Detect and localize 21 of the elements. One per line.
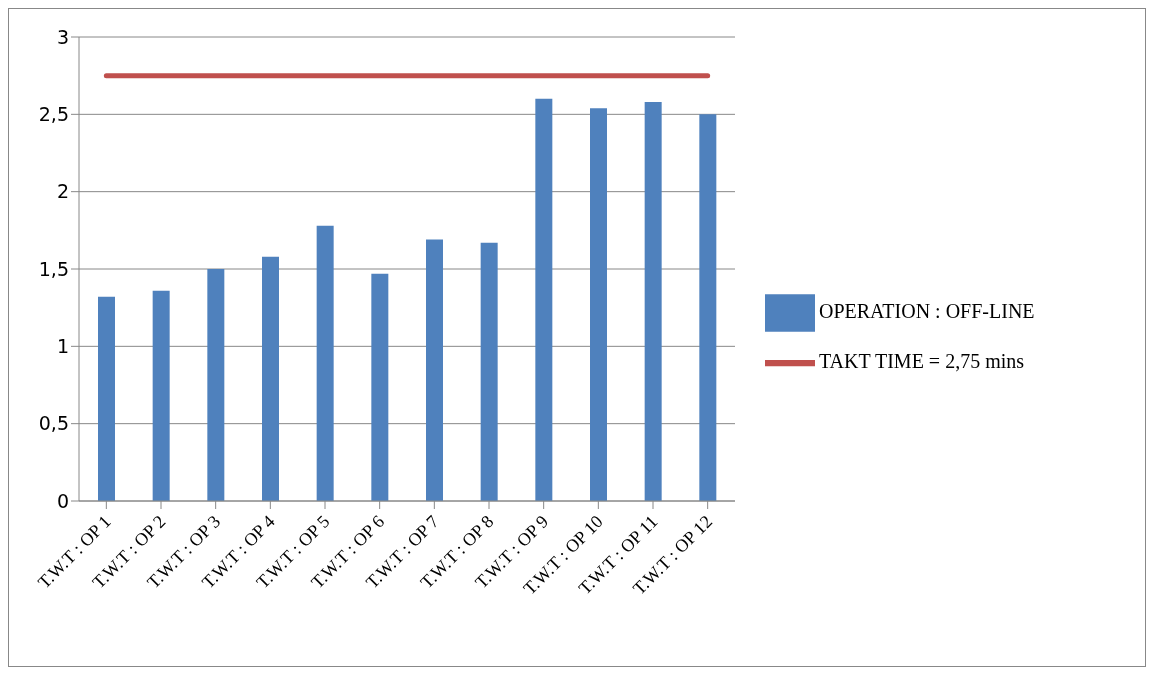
y-tick-label: 1,5	[38, 257, 69, 280]
bar	[535, 98, 553, 501]
y-tick-label: 0	[56, 489, 69, 512]
bar	[98, 296, 115, 501]
bar	[152, 290, 170, 501]
bar	[699, 114, 717, 501]
y-tick-label: 3	[56, 25, 69, 48]
bar	[207, 269, 225, 501]
bar	[262, 256, 279, 501]
bar	[426, 239, 443, 501]
bar	[590, 108, 607, 501]
bar	[316, 225, 334, 501]
y-tick-label: 2,5	[38, 103, 69, 126]
y-tick-label: 0,5	[38, 412, 69, 435]
y-tick-label: 1	[56, 335, 69, 358]
bar	[480, 242, 498, 501]
y-tick-label: 2	[56, 180, 69, 203]
legend-label: TAKT TIME = 2,75 mins	[819, 349, 1025, 372]
legend-label: OPERATION : OFF-LINE	[819, 299, 1035, 322]
bar	[371, 273, 389, 501]
bar	[644, 101, 662, 501]
